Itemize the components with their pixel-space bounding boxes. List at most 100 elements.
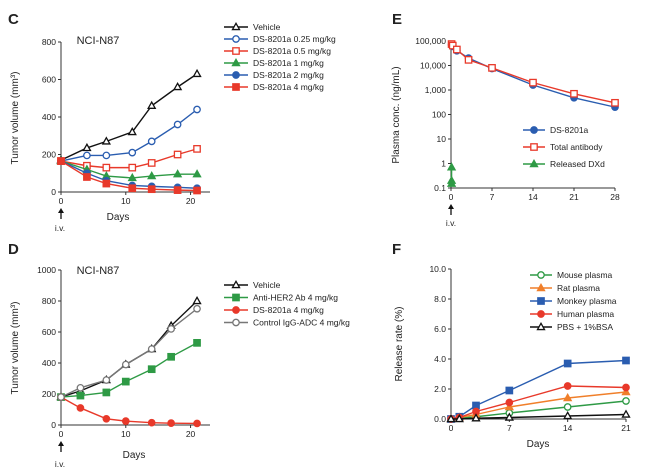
panel-d-ytick-label: 0 bbox=[51, 420, 56, 430]
panel-e-series-total-antibody-point bbox=[453, 45, 461, 54]
panel-d-series-control-igg-adc-4-mg-kg-point bbox=[57, 393, 65, 401]
legend-entry: Human plasma bbox=[557, 309, 614, 319]
panel-c-series-ds-8201a-0-25-mg-kg-point bbox=[83, 151, 91, 160]
panel-c-series-vehicle-point bbox=[101, 136, 111, 145]
legend-marker bbox=[537, 310, 545, 318]
panel-e-series-released-dxd bbox=[446, 162, 457, 187]
panel-d: D NCI-N87 Tumor volume (mm³) Days i.v. V… bbox=[8, 241, 350, 469]
panel-c-series-ds-8201a-4-mg-kg-point bbox=[83, 173, 91, 181]
panel-e-series-total-antibody-point bbox=[488, 64, 496, 72]
panel-c-series-ds-8201a-4-mg-kg bbox=[57, 157, 201, 195]
panel-d-iv-label: i.v. bbox=[55, 459, 65, 469]
legend-marker bbox=[232, 318, 240, 327]
panel-e-series-ds-8201a bbox=[447, 40, 619, 111]
legend-entry: Control IgG-ADC 4 mg/kg bbox=[253, 318, 350, 328]
panel-c-xtick-label: 0 bbox=[59, 196, 64, 206]
panel-c-series-ds-8201a-0-5-mg-kg-point bbox=[193, 145, 201, 153]
legend-entry: Vehicle bbox=[253, 22, 281, 32]
panel-f-series-human-plasma-point bbox=[505, 398, 514, 407]
panel-d-series-anti-her2-ab-4-mg-kg-point bbox=[147, 365, 156, 374]
panel-letter-c: C bbox=[8, 11, 19, 28]
panel-d-series-control-igg-adc-4-mg-kg-point bbox=[167, 325, 175, 333]
panel-d-series-control-igg-adc-4-mg-kg bbox=[57, 304, 201, 401]
legend-marker bbox=[529, 158, 539, 168]
panel-f-series-monkey-plasma-point bbox=[563, 359, 572, 368]
panel-c-series-ds-8201a-4-mg-kg-point bbox=[173, 186, 182, 194]
legend-marker bbox=[537, 297, 545, 305]
legend-entry: DS-8201a 1 mg/kg bbox=[253, 58, 324, 68]
panel-letter-e: E bbox=[392, 11, 402, 28]
panel-f-series-monkey-plasma-point bbox=[505, 386, 514, 395]
panel-d-legend: Vehicle Anti-HER2 Ab 4 mg/kg DS-8201a 4 mg… bbox=[224, 279, 350, 328]
legend-entry: DS-8201a 4 mg/kg bbox=[253, 305, 324, 315]
panel-f-xlabel: Days bbox=[527, 439, 550, 450]
panel-f-series-pbs-1-bsa-point bbox=[446, 413, 456, 423]
panel-e-series-total-antibody-point bbox=[611, 98, 619, 107]
panel-c-series-vehicle-point bbox=[172, 81, 183, 91]
legend-marker bbox=[232, 35, 240, 43]
panel-letter-d: D bbox=[8, 241, 19, 258]
legend-entry: Anti-HER2 Ab 4 mg/kg bbox=[253, 293, 338, 303]
panel-f-series-pbs-1-bsa bbox=[446, 409, 631, 423]
panel-e-ytick-label: 1,000 bbox=[425, 85, 447, 95]
panel-c-series-ds-8201a-4-mg-kg-point bbox=[193, 186, 201, 195]
legend-marker bbox=[536, 282, 546, 292]
panel-c-series-ds-8201a-0-25-mg-kg-point bbox=[128, 148, 137, 157]
panel-c-series-ds-8201a-0-25-mg-kg-point bbox=[102, 151, 111, 160]
panel-e: E Plasma conc. (ng/mL) i.v. DS-8201a Tota… bbox=[391, 11, 620, 228]
panel-f-xtick-label: 7 bbox=[507, 423, 512, 433]
panel-e-xtick-label: 14 bbox=[528, 192, 538, 202]
legend-entry: DS-8201a bbox=[550, 125, 589, 135]
panel-c-ytick-label: 0 bbox=[51, 187, 56, 197]
panel-e-series-total-antibody bbox=[447, 40, 619, 107]
legend-entry: DS-8201a 0.25 mg/kg bbox=[253, 34, 336, 44]
panel-f-series-mouse-plasma-point bbox=[622, 397, 630, 405]
panel-c-series-ds-8201a-1-mg-kg-point bbox=[172, 169, 183, 178]
panel-e-series-released-dxd-point bbox=[446, 162, 457, 171]
legend-entry: DS-8201a 2 mg/kg bbox=[253, 70, 324, 80]
panel-e-xtick-label: 21 bbox=[569, 192, 579, 202]
panel-e-ytick-label: 0.1 bbox=[434, 183, 446, 193]
panel-d-xlabel: Days bbox=[123, 450, 146, 461]
panel-c-series-ds-8201a-0-25-mg-kg-point bbox=[173, 120, 182, 129]
panel-f-xtick-label: 21 bbox=[621, 423, 631, 433]
panel-d-ytick-label: 800 bbox=[42, 296, 56, 306]
panel-f: F Release rate (%) Days Mouse plasma Rat … bbox=[392, 241, 631, 450]
panel-f-series-pbs-1-bsa-point bbox=[454, 413, 464, 423]
panel-d-series-vehicle-point bbox=[192, 295, 202, 305]
legend-entry: Rat plasma bbox=[557, 283, 600, 293]
panel-e-series-total-antibody-point bbox=[570, 89, 578, 98]
panel-f-series-rat-plasma-point bbox=[504, 401, 514, 411]
panel-d-series-control-igg-adc-4-mg-kg-point bbox=[193, 304, 201, 313]
panel-c-ytick-label: 200 bbox=[42, 150, 56, 160]
panel-f-ytick-label: 0.0 bbox=[434, 414, 446, 424]
legend-marker bbox=[232, 293, 240, 302]
panel-c-series-vehicle-point bbox=[192, 68, 202, 78]
panel-c-series-vehicle-point bbox=[127, 126, 137, 136]
panel-d-series-ds-8201a-4-mg-kg-point bbox=[147, 418, 156, 427]
panel-f-series-monkey-plasma-point bbox=[622, 356, 630, 365]
panel-c-iv-arrowhead bbox=[58, 208, 64, 213]
panel-e-series-total-antibody-point bbox=[448, 41, 457, 50]
panel-c: C NCI-N87 Tumor volume (mm³) Days i.v. V… bbox=[8, 11, 336, 233]
panel-c-xtick-label: 20 bbox=[186, 196, 196, 206]
panel-d-series-anti-her2-ab-4-mg-kg-point bbox=[121, 377, 130, 386]
legend-marker bbox=[231, 279, 241, 289]
panel-e-xtick-label: 0 bbox=[449, 192, 454, 202]
panel-d-series-ds-8201a-4-mg-kg-point bbox=[102, 414, 111, 423]
panel-e-series-total-antibody-point bbox=[464, 56, 473, 64]
panel-d-series-anti-her2-ab-4-mg-kg-point bbox=[193, 338, 201, 347]
panel-c-ytick-label: 600 bbox=[42, 75, 56, 85]
panel-e-ytick-label: 100,000 bbox=[415, 36, 446, 46]
panel-c-series-ds-8201a-4-mg-kg-point bbox=[102, 179, 111, 188]
panel-d-series-control-igg-adc-4-mg-kg-point bbox=[76, 383, 85, 392]
panel-c-ylabel: Tumor volume (mm³) bbox=[10, 72, 21, 165]
panel-f-series-human-plasma-point bbox=[563, 382, 572, 390]
panel-e-series-total-antibody-point bbox=[529, 78, 537, 87]
panel-f-ytick-label: 6.0 bbox=[434, 324, 446, 334]
panel-c-series-ds-8201a-4-mg-kg-point bbox=[128, 184, 137, 193]
panel-f-legend: Mouse plasma Rat plasma Monkey plasma Human… bbox=[530, 270, 617, 332]
panel-c-series-ds-8201a-4-mg-kg-point bbox=[57, 157, 65, 165]
panel-d-series-control-igg-adc-4-mg-kg-point bbox=[102, 376, 111, 384]
